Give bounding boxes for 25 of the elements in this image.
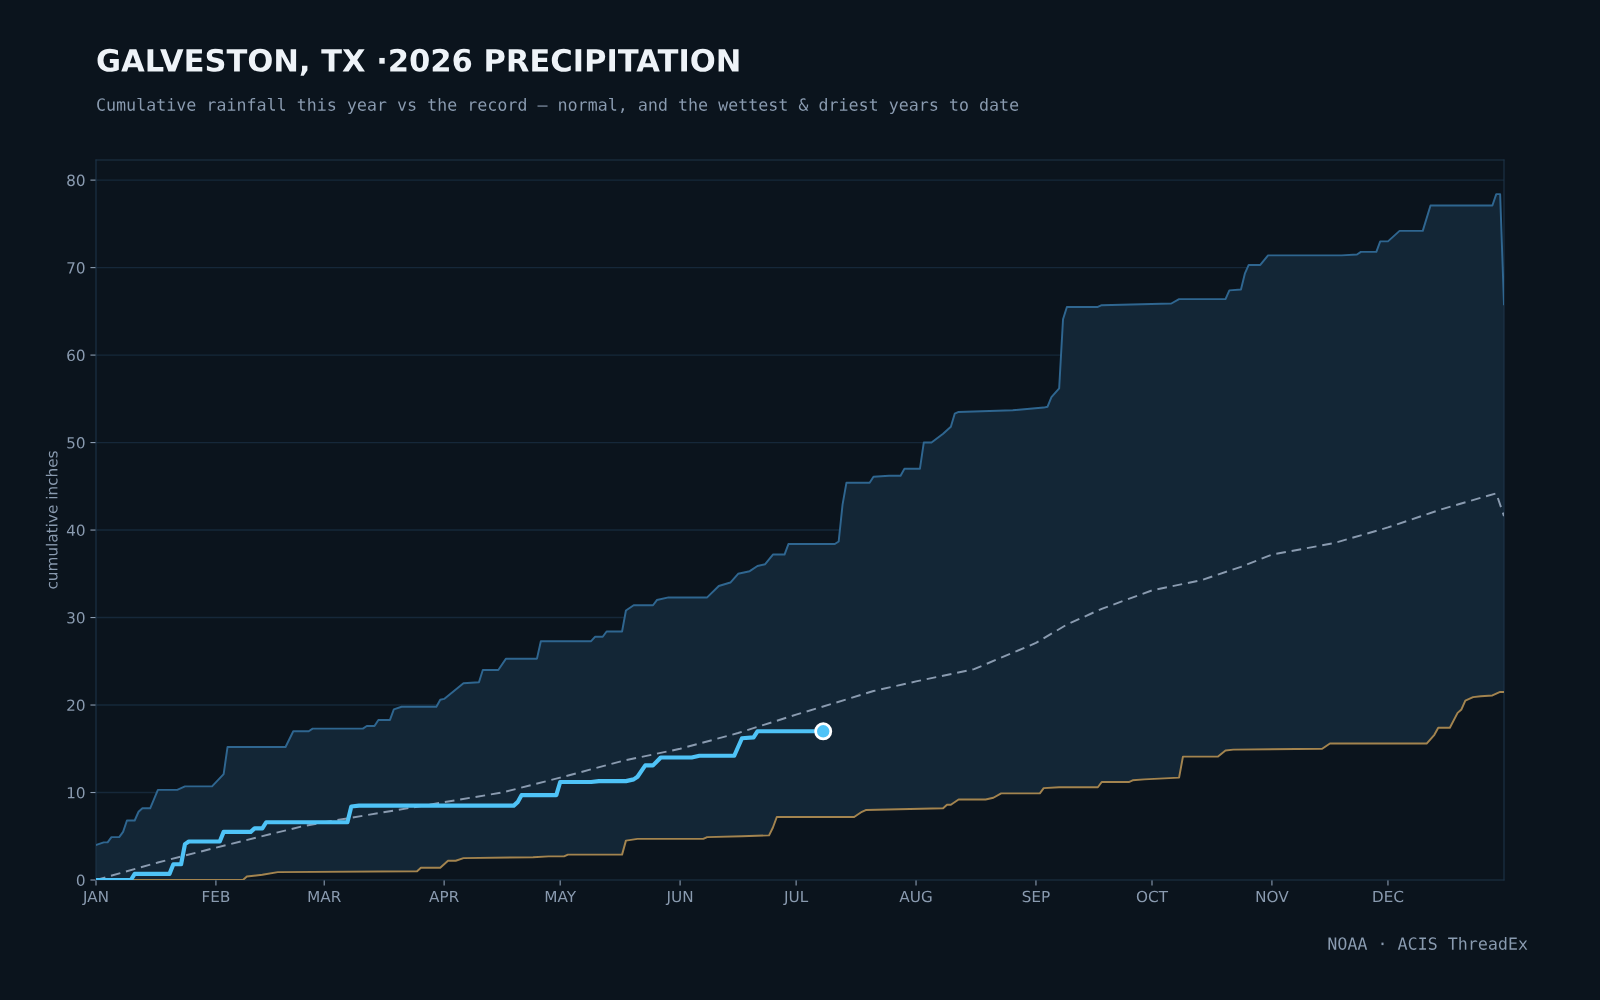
- y-tick-label: 50: [67, 437, 85, 449]
- y-tick-label: 80: [67, 174, 85, 187]
- x-tick-label: APR: [429, 890, 459, 903]
- x-tick-label: AUG: [899, 890, 932, 903]
- y-tick-label: 30: [67, 612, 85, 624]
- y-tick-label: 20: [67, 699, 85, 712]
- y-tick-label: 70: [67, 262, 85, 274]
- x-tick-label: JAN: [82, 890, 108, 906]
- x-tick-label: MAR: [308, 890, 341, 903]
- text: NOAA · ACIS ThreadEx: [1328, 936, 1528, 950]
- x-tick-label: JUL: [783, 890, 809, 906]
- x-tick-label: NOV: [1256, 890, 1289, 903]
- chart-title: GALVESTON, TX ·2026 PRECIPITATION: [97, 48, 739, 76]
- x-tick-label: SEP: [1022, 890, 1050, 903]
- y-tick-label: 10: [67, 786, 85, 799]
- y-tick-label: 0: [76, 874, 85, 887]
- chart-subtitle: Cumulative rainfall this year vs the record — normal, and the wettest & driest years to date: [97, 97, 1019, 115]
- y-tick-label: 60: [67, 349, 85, 362]
- x-tick-label: FEB: [202, 890, 230, 903]
- y-axis-title: cumulative inches: [45, 451, 58, 589]
- y-tick-label: 40: [66, 524, 85, 537]
- x-tick-label: OCT: [1136, 890, 1169, 903]
- x-tick-label: JUN: [665, 890, 693, 906]
- x-tick-label: MAY: [545, 890, 577, 903]
- x-tick-label: DEC: [1373, 890, 1404, 903]
